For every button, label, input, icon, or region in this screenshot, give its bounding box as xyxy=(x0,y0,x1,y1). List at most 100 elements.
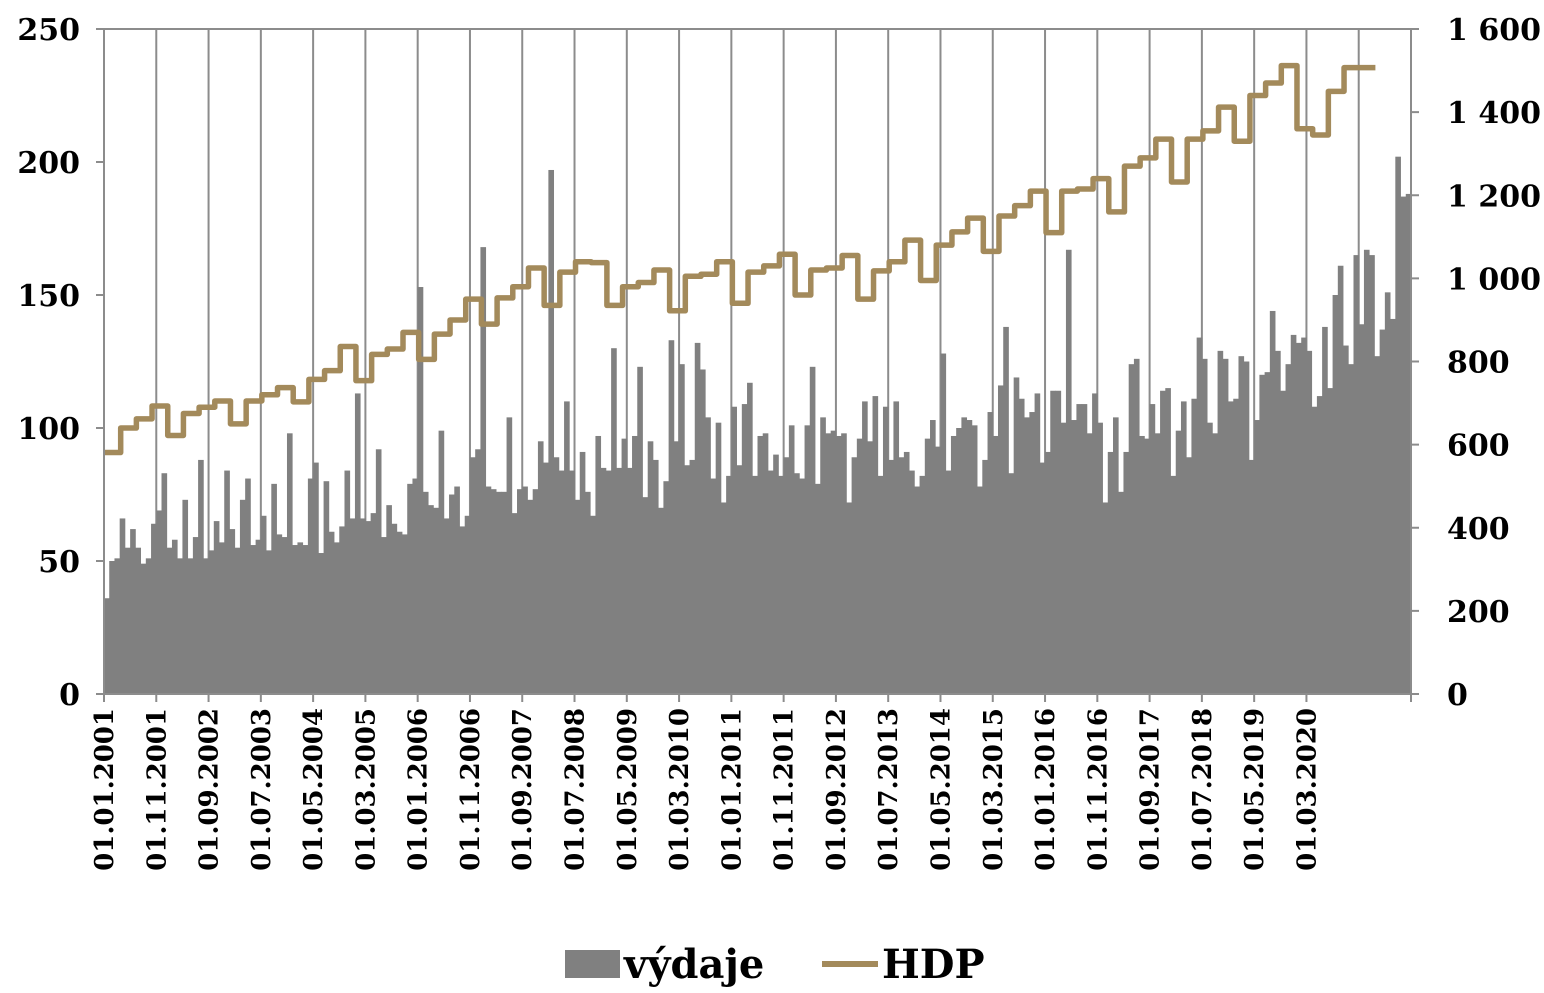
bar-vydaje xyxy=(809,366,816,694)
bar-vydaje xyxy=(846,502,853,694)
bar-vydaje xyxy=(1295,342,1302,694)
bar-vydaje xyxy=(862,401,868,694)
bar-vydaje xyxy=(1322,326,1328,694)
bar-vydaje xyxy=(699,369,706,694)
bar-vydaje xyxy=(1217,350,1224,694)
bar-vydaje xyxy=(255,539,262,694)
bar-vydaje xyxy=(720,502,727,694)
bar-vydaje xyxy=(496,491,502,694)
bar-vydaje xyxy=(977,486,983,694)
bar-vydaje xyxy=(1186,457,1192,694)
bar-vydaje xyxy=(882,406,889,694)
bar-vydaje xyxy=(1123,451,1130,694)
left-tick-label: 200 xyxy=(17,146,80,181)
x-tick-label: 01.05.2014 xyxy=(926,708,956,871)
bar-vydaje xyxy=(548,169,555,695)
bar-vydaje xyxy=(950,435,957,694)
bar-vydaje xyxy=(652,459,659,694)
bar-vydaje xyxy=(532,489,539,694)
bar-vydaje xyxy=(626,467,633,694)
bar-vydaje xyxy=(250,545,257,694)
bar-vydaje xyxy=(1301,337,1307,694)
bar-vydaje xyxy=(417,287,424,694)
bar-vydaje xyxy=(1311,406,1318,694)
bar-vydaje xyxy=(443,518,450,694)
bar-vydaje xyxy=(1254,420,1260,694)
bar-vydaje xyxy=(569,470,575,694)
bar-series-vydaje xyxy=(104,156,1412,695)
bar-vydaje xyxy=(286,433,293,694)
bar-vydaje xyxy=(365,521,372,694)
bar-vydaje xyxy=(1175,430,1182,694)
bar-vydaje xyxy=(564,401,570,694)
bar-vydaje xyxy=(485,486,492,694)
bar-vydaje xyxy=(1264,372,1271,694)
bar-vydaje xyxy=(715,422,722,694)
bar-vydaje xyxy=(1144,438,1150,694)
bar-vydaje xyxy=(898,457,905,694)
bar-vydaje xyxy=(956,428,962,694)
bar-vydaje xyxy=(454,486,460,694)
bar-vydaje xyxy=(104,598,110,694)
x-tick-label: 01.01.2006 xyxy=(404,708,434,871)
bar-vydaje xyxy=(888,459,894,694)
bar-vydaje xyxy=(433,507,439,694)
bar-vydaje xyxy=(595,435,602,694)
bar-vydaje xyxy=(1238,356,1245,694)
bar-vydaje xyxy=(402,534,408,694)
bar-vydaje xyxy=(1139,435,1145,694)
bar-vydaje xyxy=(726,475,732,694)
bar-vydaje xyxy=(647,441,654,694)
bar-vydaje xyxy=(877,475,884,694)
bar-vydaje xyxy=(219,542,225,694)
bar-vydaje xyxy=(396,531,403,694)
bar-vydaje xyxy=(1358,324,1365,694)
bar-vydaje xyxy=(1337,265,1344,694)
bar-vydaje xyxy=(1165,388,1171,694)
bar-vydaje xyxy=(171,539,178,694)
bar-vydaje xyxy=(961,417,968,694)
legend-swatch-vydaje xyxy=(565,950,620,978)
right-tick-label: 400 xyxy=(1447,512,1510,547)
bar-vydaje xyxy=(1395,156,1401,694)
bar-vydaje xyxy=(1374,356,1381,694)
bar-vydaje xyxy=(1050,390,1056,694)
bar-vydaje xyxy=(1086,433,1093,694)
bar-vydaje xyxy=(1228,401,1234,694)
bar-vydaje xyxy=(1290,334,1297,694)
bar-vydaje xyxy=(1133,358,1140,694)
bar-vydaje xyxy=(893,401,900,694)
bar-vydaje xyxy=(1327,388,1333,694)
legend: výdaje HDP xyxy=(565,941,985,988)
bar-vydaje xyxy=(1212,433,1218,694)
bar-vydaje xyxy=(820,417,826,694)
bar-vydaje xyxy=(1128,364,1135,694)
bar-vydaje xyxy=(689,459,696,694)
bar-vydaje xyxy=(757,435,764,694)
bar-vydaje xyxy=(302,545,309,694)
bar-vydaje xyxy=(1071,420,1077,694)
bar-vydaje xyxy=(1039,462,1046,694)
bar-vydaje xyxy=(543,462,549,694)
bar-vydaje xyxy=(736,465,743,694)
bar-vydaje xyxy=(783,457,790,694)
bar-vydaje xyxy=(1379,329,1386,694)
bar-vydaje xyxy=(517,489,523,694)
bar-vydaje xyxy=(1280,390,1286,694)
x-tick-label: 01.09.2002 xyxy=(195,708,225,871)
bar-vydaje xyxy=(527,499,534,694)
bar-vydaje xyxy=(1024,417,1030,694)
bar-vydaje xyxy=(1243,361,1250,694)
bar-vydaje xyxy=(239,499,246,694)
bar-vydaje xyxy=(1008,473,1015,694)
bar-vydaje xyxy=(469,457,476,694)
bar-vydaje xyxy=(109,561,115,694)
bar-vydaje xyxy=(778,475,785,694)
bar-vydaje xyxy=(323,481,330,694)
bar-vydaje xyxy=(694,342,701,694)
bar-vydaje xyxy=(825,433,832,694)
bar-vydaje xyxy=(767,470,774,694)
bar-vydaje xyxy=(747,382,753,694)
left-tick-label: 0 xyxy=(59,678,80,713)
bar-vydaje xyxy=(182,499,189,694)
